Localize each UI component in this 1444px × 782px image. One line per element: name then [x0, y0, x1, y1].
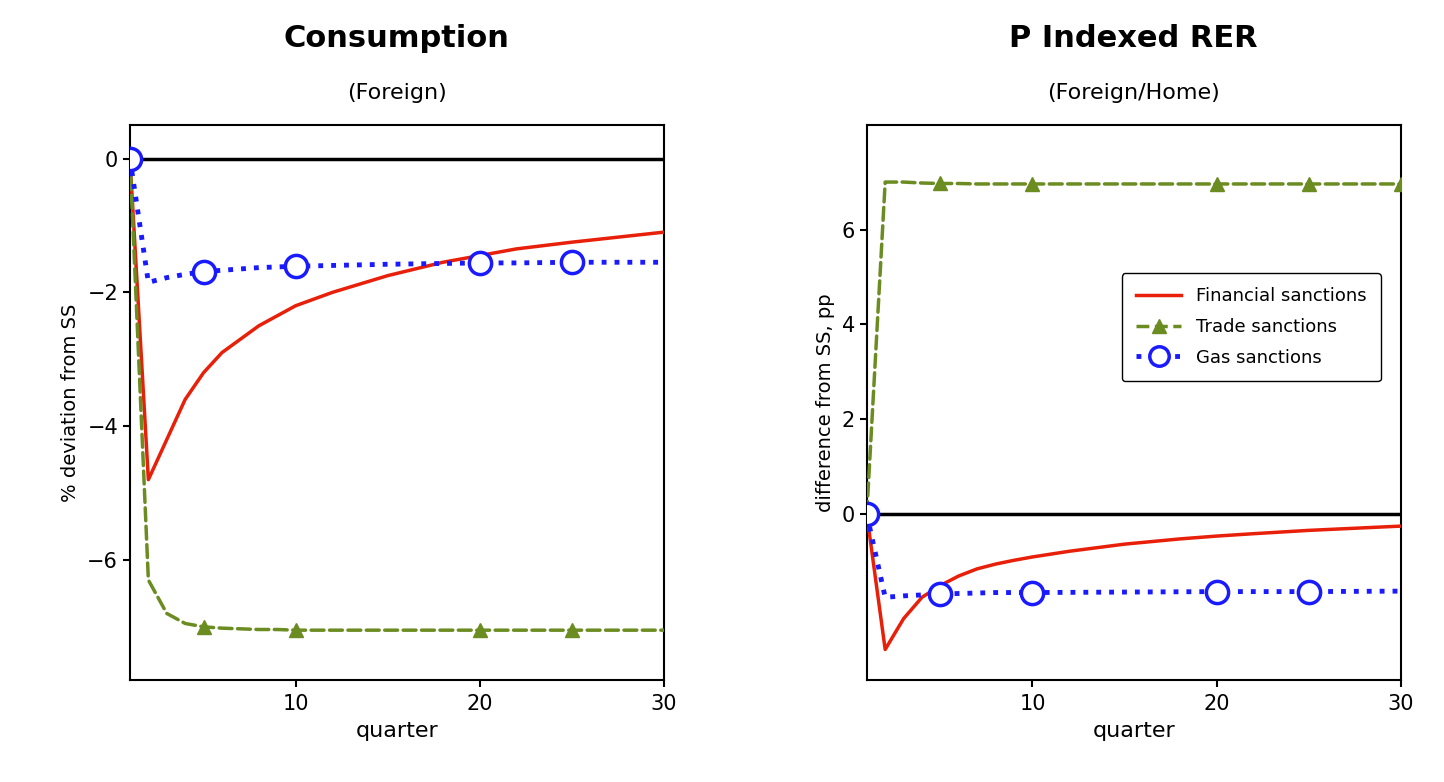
Legend: Financial sanctions, Trade sanctions, Gas sanctions: Financial sanctions, Trade sanctions, Ga… — [1122, 273, 1380, 381]
Text: Consumption: Consumption — [284, 24, 510, 53]
Text: (Foreign): (Foreign) — [347, 83, 446, 103]
Y-axis label: % deviation from SS: % deviation from SS — [61, 303, 81, 502]
Y-axis label: difference from SS, pp: difference from SS, pp — [816, 293, 835, 512]
Text: (Foreign/Home): (Foreign/Home) — [1047, 83, 1220, 103]
X-axis label: quarter: quarter — [355, 721, 439, 741]
Text: P Indexed RER: P Indexed RER — [1009, 24, 1258, 53]
X-axis label: quarter: quarter — [1092, 721, 1175, 741]
